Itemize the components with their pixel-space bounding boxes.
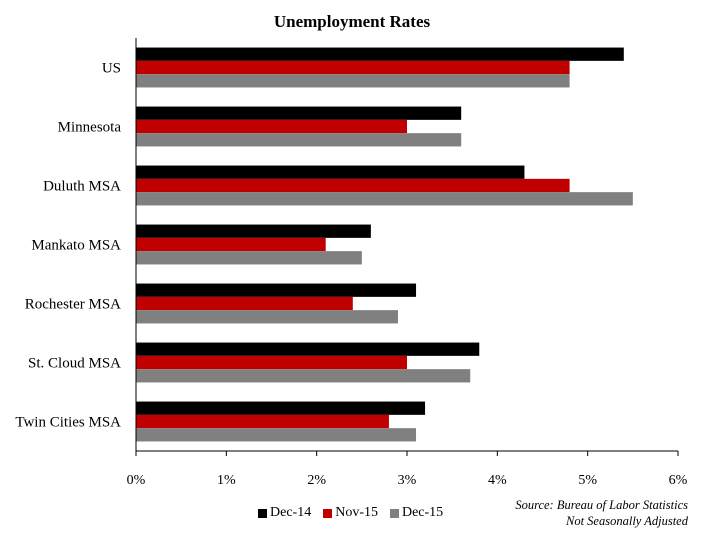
bar-dec-14-us: [136, 47, 624, 61]
legend-label: Nov-15: [335, 505, 378, 520]
category-label: Duluth MSA: [43, 179, 121, 195]
bar-dec-14-duluth-msa: [136, 165, 525, 179]
legend-item-nov-15: Nov-15: [323, 505, 378, 521]
chart-title: Unemployment Rates: [274, 12, 431, 31]
bar-dec-15-minnesota: [136, 133, 462, 147]
category-label: Minnesota: [58, 120, 122, 136]
category-label: St. Cloud MSA: [28, 356, 121, 372]
bar-dec-15-rochester-msa: [136, 310, 398, 324]
bar-dec-15-st-cloud-msa: [136, 369, 471, 383]
bar-dec-14-rochester-msa: [136, 283, 417, 297]
legend-swatch: [389, 508, 399, 518]
bar-dec-14-st-cloud-msa: [136, 342, 480, 356]
source-note: Source: Bureau of Labor Statistics Not S…: [515, 497, 688, 529]
bar-dec-15-twin-cities-msa: [136, 428, 417, 442]
bar-dec-15-mankato-msa: [136, 251, 362, 265]
bar-dec-15-us: [136, 74, 570, 88]
bar-nov-15-st-cloud-msa: [136, 355, 407, 370]
chart-legend: Dec-14 Nov-15 Dec-15: [258, 505, 455, 521]
legend-swatch: [323, 508, 333, 518]
legend-label: Dec-15: [401, 505, 444, 520]
x-tick-label: 6%: [669, 473, 688, 488]
legend-label: Dec-14: [270, 505, 312, 520]
bar-nov-15-rochester-msa: [136, 296, 353, 311]
source-line-2: Not Seasonally Adjusted: [566, 514, 688, 528]
category-label: Rochester MSA: [25, 297, 121, 313]
source-line-1: Source: Bureau of Labor Statistics: [515, 498, 688, 512]
bar-nov-15-minnesota: [136, 119, 407, 134]
x-tick-label: 3%: [398, 473, 417, 488]
legend-item-dec-15: Dec-15: [389, 505, 444, 521]
category-label: US: [102, 61, 121, 77]
bar-nov-15-us: [136, 60, 570, 75]
x-tick-label: 5%: [578, 473, 597, 488]
bar-dec-14-mankato-msa: [136, 224, 371, 238]
bar-dec-14-minnesota: [136, 106, 462, 120]
category-label: Mankato MSA: [31, 238, 121, 254]
x-tick-label: 0%: [127, 473, 146, 488]
bar-nov-15-duluth-msa: [136, 178, 570, 193]
bar-dec-15-duluth-msa: [136, 192, 633, 206]
bar-nov-15-twin-cities-msa: [136, 414, 389, 429]
x-tick-label: 4%: [488, 473, 507, 488]
bar-nov-15-mankato-msa: [136, 237, 326, 252]
x-tick-label: 2%: [307, 473, 326, 488]
x-tick-label: 1%: [217, 473, 236, 488]
category-label: Twin Cities MSA: [15, 415, 121, 431]
legend-item-dec-14: Dec-14: [258, 505, 311, 521]
legend-swatch: [258, 508, 267, 518]
bar-dec-14-twin-cities-msa: [136, 401, 426, 415]
